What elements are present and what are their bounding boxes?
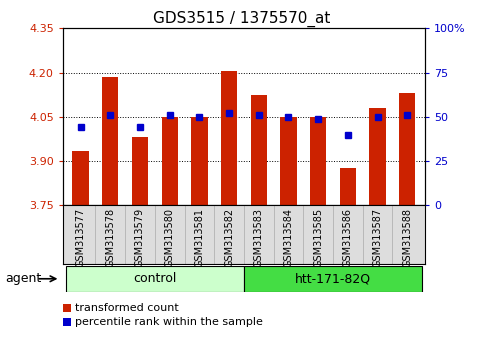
Text: control: control: [133, 272, 176, 285]
Text: GSM313583: GSM313583: [254, 208, 264, 267]
Text: GSM313578: GSM313578: [105, 208, 115, 267]
Text: GSM313584: GSM313584: [284, 208, 294, 267]
Bar: [63, 304, 71, 312]
Bar: [63, 318, 71, 326]
Text: GDS3515 / 1375570_at: GDS3515 / 1375570_at: [153, 11, 330, 27]
Text: agent: agent: [5, 272, 41, 285]
Bar: [66, 266, 244, 292]
Bar: [280, 118, 297, 205]
Bar: [369, 108, 386, 205]
Bar: [399, 93, 415, 205]
Text: transformed count: transformed count: [75, 303, 179, 313]
Bar: [310, 118, 327, 205]
Bar: [161, 117, 178, 205]
Text: GSM313579: GSM313579: [135, 208, 145, 267]
Text: htt-171-82Q: htt-171-82Q: [295, 272, 371, 285]
Bar: [251, 95, 267, 205]
Text: GSM313587: GSM313587: [372, 208, 383, 267]
Text: GSM313582: GSM313582: [224, 208, 234, 267]
Bar: [340, 169, 356, 205]
Text: GSM313581: GSM313581: [194, 208, 204, 267]
Text: GSM313585: GSM313585: [313, 208, 323, 267]
Text: GSM313577: GSM313577: [76, 208, 85, 268]
Bar: [221, 71, 237, 205]
Bar: [244, 266, 422, 292]
Text: GSM313588: GSM313588: [402, 208, 412, 267]
Text: GSM313580: GSM313580: [165, 208, 175, 267]
Bar: [191, 118, 208, 205]
Bar: [132, 137, 148, 205]
Text: GSM313586: GSM313586: [343, 208, 353, 267]
Bar: [72, 151, 89, 205]
Text: percentile rank within the sample: percentile rank within the sample: [75, 317, 263, 327]
Bar: [102, 77, 118, 205]
